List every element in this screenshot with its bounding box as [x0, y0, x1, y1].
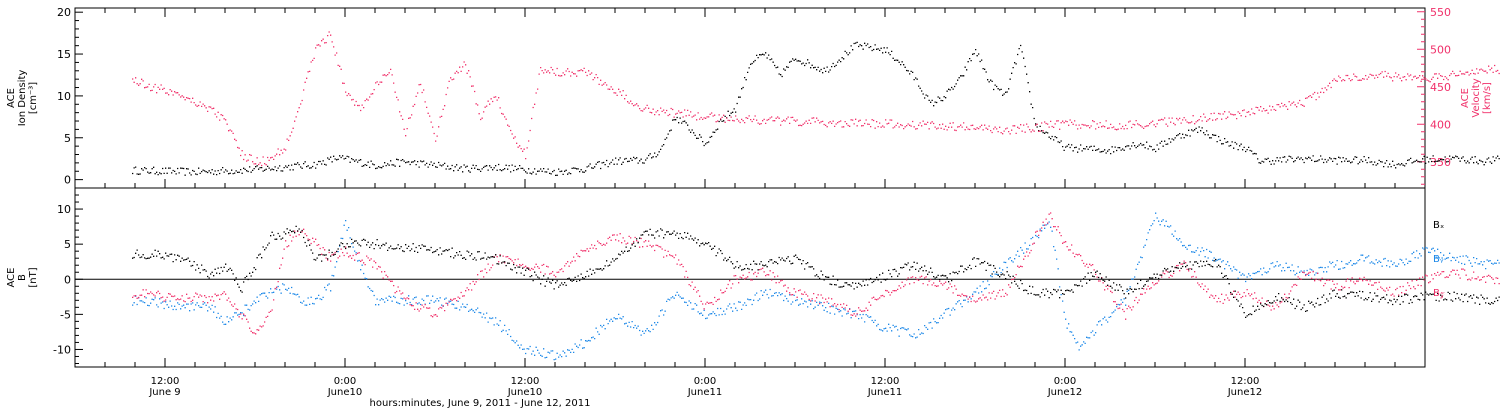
- series-density: [132, 41, 1500, 177]
- y-label-line: Ion Density: [17, 70, 28, 127]
- y-label-line: [cm⁻³]: [28, 82, 39, 114]
- series-B𝓏: [132, 212, 1500, 335]
- bottom-panel-frame: [74, 187, 1426, 368]
- top-panel-frame: [74, 7, 1426, 189]
- x-tick-time: 12:00: [151, 376, 180, 387]
- y-label-line: [nT]: [28, 267, 39, 287]
- y-tick-label: 0: [64, 174, 71, 187]
- y-right-tick-label: 550: [1430, 6, 1451, 19]
- x-tick-date: June12: [1227, 387, 1263, 398]
- x-tick-time: 0:00: [1054, 376, 1076, 387]
- y-right-label-line: [km/s]: [1482, 82, 1493, 114]
- series-Bᵧ: [132, 212, 1500, 361]
- y-tick-label: 10: [57, 203, 71, 216]
- y-tick-label: 0: [64, 273, 71, 286]
- x-tick-date: June10: [327, 387, 363, 398]
- legend-item-1: Bᵧ: [1433, 254, 1444, 265]
- x-tick-time: 12:00: [511, 376, 540, 387]
- y-label-line: B: [17, 274, 28, 281]
- series-Bₓ: [132, 225, 1500, 319]
- y-axis-label-field: ACE B [nT]: [6, 267, 39, 287]
- x-tick-time: 12:00: [1231, 376, 1260, 387]
- x-tick-date: June11: [687, 387, 723, 398]
- legend-item-0: Bₓ: [1433, 220, 1444, 231]
- y-label-line: ACE: [6, 268, 17, 288]
- y-tick-label: 15: [57, 48, 71, 61]
- x-tick-date: June12: [1047, 387, 1083, 398]
- magnetic-field-panel: -10 -5 0 5 10 ACE B [nT] Bₓ Bᵧ B𝓏: [6, 187, 1500, 368]
- y-tick-label: -5: [60, 308, 71, 321]
- y-right-tick-label: 450: [1430, 81, 1451, 94]
- y-axis-label-velocity: ACE Velocity [km/s]: [1460, 78, 1493, 117]
- y-right-tick-label: 350: [1430, 156, 1451, 169]
- y-right-tick-label: 400: [1430, 118, 1451, 131]
- y-tick-label: 5: [64, 132, 71, 145]
- series-velocity: [132, 31, 1500, 167]
- x-tick-time: 12:00: [871, 376, 900, 387]
- legend-item-2: B𝓏: [1433, 288, 1445, 299]
- x-axis-label: hours:minutes, June 9, 2011 - June 12, 2…: [370, 398, 591, 409]
- x-tick-date: June10: [507, 387, 543, 398]
- y-right-tick-label: 500: [1430, 43, 1451, 56]
- y-tick-label: -10: [53, 343, 71, 356]
- y-label-line: ACE: [6, 88, 17, 108]
- x-tick-date: June11: [867, 387, 903, 398]
- y-tick-label: 10: [57, 90, 71, 103]
- y-tick-label: 20: [57, 6, 71, 19]
- x-tick-time: 0:00: [694, 376, 716, 387]
- x-tick-date: June 9: [148, 387, 180, 398]
- y-tick-label: 5: [64, 238, 71, 251]
- y-right-label-line: Velocity: [1471, 78, 1482, 117]
- y-right-label-line: ACE: [1460, 88, 1471, 108]
- y-axis-label-density: ACE Ion Density [cm⁻³]: [6, 70, 39, 127]
- x-tick-time: 0:00: [334, 376, 356, 387]
